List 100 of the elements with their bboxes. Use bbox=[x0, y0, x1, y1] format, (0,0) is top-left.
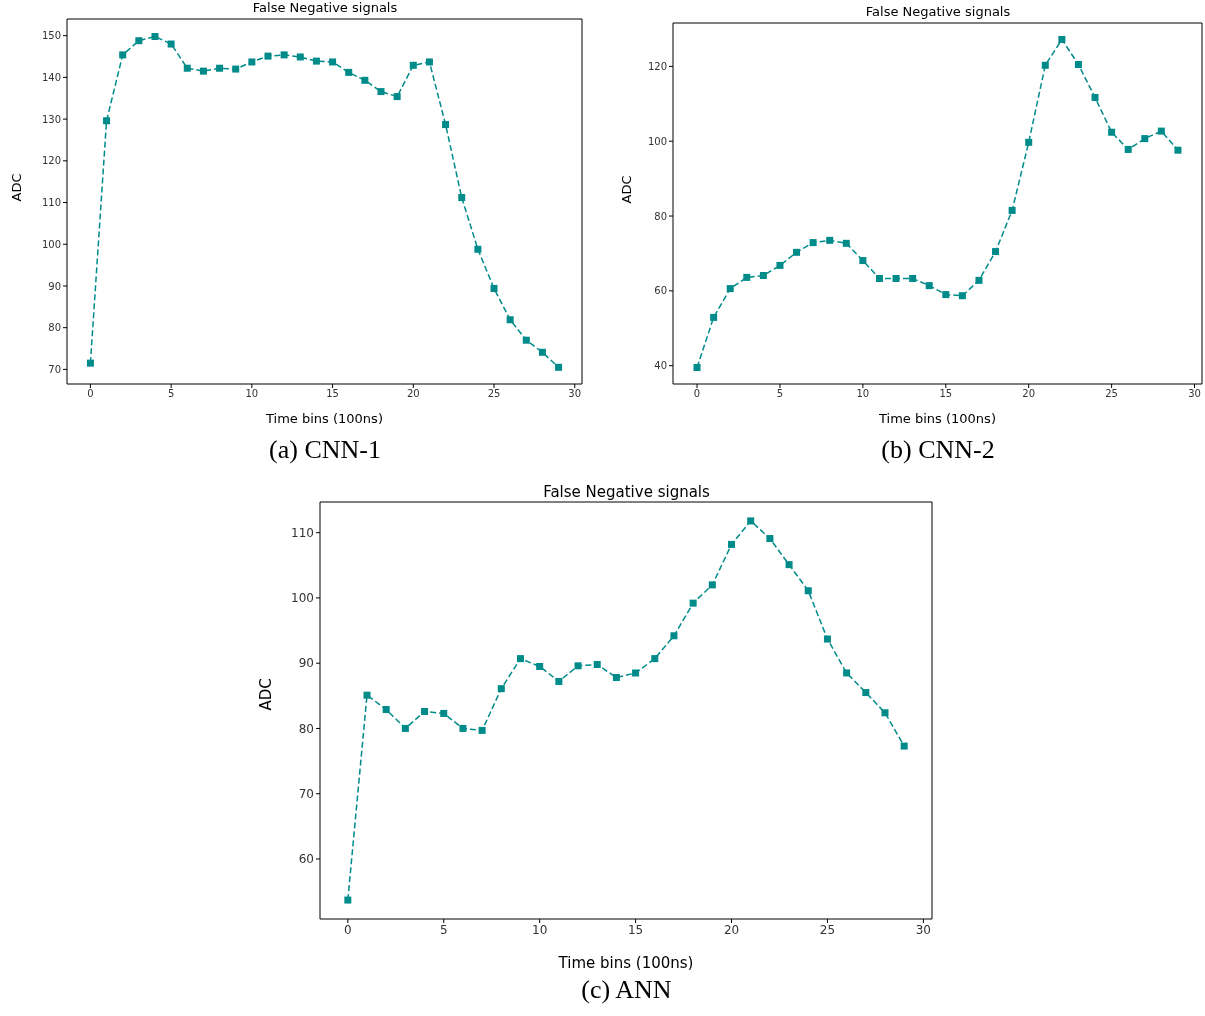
x-tick-label: 30 bbox=[1188, 388, 1201, 400]
point bbox=[809, 239, 817, 247]
point bbox=[329, 58, 337, 66]
point bbox=[1108, 128, 1116, 136]
point bbox=[458, 194, 466, 202]
point bbox=[361, 76, 369, 84]
point bbox=[958, 292, 966, 300]
x-tick-label: 25 bbox=[1105, 388, 1118, 400]
point bbox=[555, 677, 563, 685]
point bbox=[689, 599, 697, 607]
x-tick-label: 15 bbox=[627, 922, 644, 937]
y-tick-label: 120 bbox=[647, 60, 667, 72]
point bbox=[1141, 135, 1149, 143]
y-tick-label: 80 bbox=[654, 210, 667, 222]
point bbox=[199, 67, 207, 75]
point bbox=[1157, 127, 1165, 135]
point bbox=[1091, 93, 1099, 101]
point bbox=[710, 313, 718, 321]
point bbox=[612, 674, 620, 682]
point bbox=[344, 896, 352, 904]
x-tick-label: 25 bbox=[819, 922, 836, 937]
point bbox=[522, 336, 530, 344]
point bbox=[216, 64, 224, 72]
point bbox=[842, 239, 850, 247]
point bbox=[593, 660, 601, 668]
x-tick-label: 20 bbox=[406, 388, 420, 400]
y-tick-label: 70 bbox=[298, 786, 314, 801]
point bbox=[900, 742, 908, 750]
point bbox=[393, 93, 401, 101]
point bbox=[490, 284, 498, 292]
x-axis-title: Time bins (100ns) bbox=[265, 411, 383, 426]
point bbox=[264, 52, 272, 60]
point bbox=[425, 58, 433, 66]
point bbox=[693, 364, 701, 372]
x-tick-label: 0 bbox=[693, 388, 701, 400]
point bbox=[280, 51, 288, 59]
chart-title: False Negative signals bbox=[542, 483, 711, 501]
point bbox=[474, 245, 482, 253]
point bbox=[232, 65, 240, 73]
point bbox=[670, 632, 678, 640]
point bbox=[793, 248, 801, 256]
point bbox=[442, 121, 450, 129]
point bbox=[925, 282, 933, 290]
point bbox=[875, 275, 883, 283]
x-tick-label: 15 bbox=[939, 388, 953, 400]
x-tick-label: 20 bbox=[723, 922, 740, 937]
point bbox=[859, 257, 867, 265]
x-tick-label: 5 bbox=[776, 388, 784, 400]
point bbox=[1041, 61, 1049, 69]
x-axis-title: Time bins (100ns) bbox=[878, 411, 996, 426]
point bbox=[826, 236, 834, 244]
y-tick-label: 100 bbox=[291, 591, 314, 606]
point bbox=[1058, 35, 1066, 43]
y-tick-label: 90 bbox=[298, 656, 314, 671]
x-tick-label: 25 bbox=[487, 388, 501, 400]
y-axis-title: ADC bbox=[618, 175, 634, 204]
point bbox=[651, 655, 659, 663]
point bbox=[86, 359, 94, 367]
x-tick-label: 0 bbox=[344, 922, 352, 937]
text: (c) ANN bbox=[580, 975, 673, 1005]
point bbox=[728, 540, 736, 548]
point bbox=[743, 273, 751, 281]
point bbox=[909, 275, 917, 283]
point bbox=[345, 68, 353, 76]
point bbox=[459, 724, 467, 732]
point bbox=[312, 57, 320, 65]
x-tick-label: 10 bbox=[856, 388, 870, 400]
point bbox=[478, 726, 486, 734]
point bbox=[862, 689, 870, 697]
x-tick-label: 10 bbox=[532, 922, 548, 937]
x-tick-label: 30 bbox=[915, 922, 932, 937]
y-tick-label: 100 bbox=[647, 135, 667, 147]
point bbox=[574, 662, 582, 670]
point bbox=[766, 535, 774, 543]
point bbox=[843, 669, 851, 677]
y-tick-label: 80 bbox=[298, 721, 314, 736]
x-tick-label: 5 bbox=[439, 922, 448, 937]
y-tick-label: 90 bbox=[48, 280, 61, 292]
chart-title: False Negative signals bbox=[864, 4, 1012, 19]
point bbox=[497, 685, 505, 693]
chart-title: False Negative signals bbox=[251, 0, 399, 15]
text: (a) CNN-1 bbox=[268, 435, 382, 465]
point bbox=[1174, 146, 1182, 154]
x-tick-label: 10 bbox=[245, 388, 259, 400]
point bbox=[248, 58, 256, 66]
x-tick-label: 5 bbox=[167, 388, 175, 400]
y-axis-title: ADC bbox=[257, 678, 276, 711]
y-tick-label: 100 bbox=[41, 238, 61, 250]
point bbox=[1008, 206, 1016, 214]
point bbox=[785, 561, 793, 569]
point bbox=[119, 51, 127, 59]
point bbox=[506, 316, 514, 324]
point bbox=[975, 276, 983, 284]
y-tick-label: 110 bbox=[291, 525, 314, 540]
point bbox=[516, 655, 524, 663]
point bbox=[440, 709, 448, 717]
point bbox=[776, 261, 784, 269]
point bbox=[538, 348, 546, 356]
point bbox=[151, 33, 159, 41]
y-tick-label: 120 bbox=[41, 155, 61, 167]
